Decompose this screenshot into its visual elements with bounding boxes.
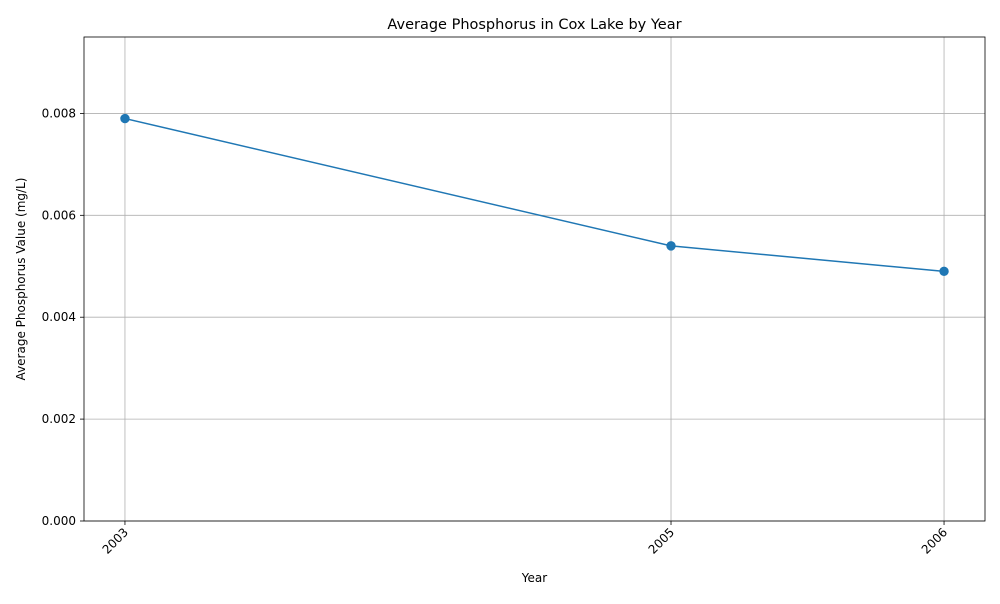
y-tick-label: 0.000: [42, 514, 76, 528]
y-tick-label: 0.008: [42, 106, 76, 120]
x-tick-label: 2006: [919, 525, 950, 556]
y-tick-label: 0.002: [42, 412, 76, 426]
y-tick-label: 0.006: [42, 208, 76, 222]
chart-title: Average Phosphorus in Cox Lake by Year: [387, 17, 681, 33]
series-line: [124, 117, 945, 273]
x-axis-label: Year: [521, 571, 547, 585]
data-point: [939, 266, 949, 277]
x-tick-label: 2003: [100, 525, 131, 556]
plot-frame: [83, 36, 986, 522]
series-layer: [120, 113, 949, 277]
grid-lines: [84, 37, 985, 522]
data-point: [666, 241, 676, 251]
x-tick-label: 2005: [646, 525, 677, 556]
tick-labels: 0.000 0.002 0.004 0.006 0.008 2003 2005 2006: [42, 106, 951, 556]
y-axis-label: Average Phosphorus Value (mg/L): [14, 178, 28, 381]
data-point: [120, 113, 130, 124]
axes: [83, 36, 986, 522]
y-tick-label: 0.004: [42, 310, 76, 324]
